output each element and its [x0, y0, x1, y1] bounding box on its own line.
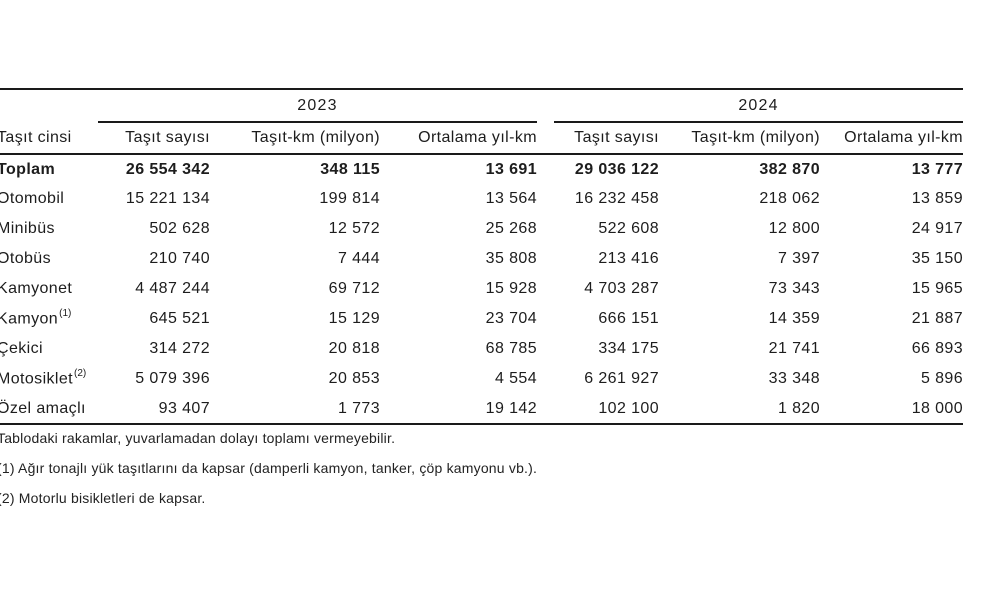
cell: 35 150: [911, 250, 964, 267]
cell: 14 359: [768, 310, 820, 327]
footnote-ref-1: (1): [59, 308, 72, 320]
row-label: Otomobil: [0, 190, 65, 207]
col-header-2023-ortalama: Ortalama yıl-km: [418, 129, 537, 146]
cell: 12 800: [768, 220, 820, 237]
cell: 7 397: [777, 250, 820, 267]
row-label: Özel amaçlı: [0, 399, 86, 417]
cell: 334 175: [598, 340, 659, 357]
cell: 5 079 396: [135, 370, 210, 387]
cell: 213 416: [598, 250, 659, 267]
cell: 7 444: [337, 250, 380, 267]
col-header-2024-tasit-sayisi: Taşıt sayısı: [574, 129, 659, 146]
cell: 13 691: [485, 160, 537, 178]
cell: 666 151: [598, 310, 659, 327]
footnotes-block: Tablodaki rakamlar, yuvarlamadan dolayı …: [0, 423, 537, 513]
year-label-2023: 2023: [98, 90, 537, 123]
cell: 218 062: [759, 190, 820, 207]
year-label-2024: 2024: [554, 90, 964, 123]
row-label: Toplam: [0, 160, 56, 178]
cell: 68 785: [485, 340, 537, 357]
cell: 6 261 927: [584, 370, 659, 387]
footnote-ref-2: (2): [74, 368, 87, 380]
row-kamyon: Kamyon(1) 645 521 15 129 23 704 666 151 …: [0, 304, 963, 334]
row-otobus: Otobüs 210 740 7 444 35 808 213 416 7 39…: [0, 244, 963, 274]
row-label: Kamyonet: [0, 280, 73, 297]
row-label: Motosiklet(2): [0, 368, 87, 388]
col-header-2023-tasit-km: Taşıt-km (milyon): [251, 129, 380, 146]
cell: 348 115: [320, 160, 380, 178]
cell: 502 628: [149, 220, 210, 237]
cell: 1 820: [777, 399, 820, 417]
cell: 16 232 458: [574, 190, 659, 207]
cell: 522 608: [598, 220, 659, 237]
year-group-2024: 2024: [537, 89, 964, 123]
cell: 21 741: [768, 340, 820, 357]
cell: 645 521: [149, 310, 210, 327]
col-header-2023-tasit-sayisi: Taşıt sayısı: [125, 129, 210, 146]
cell: 18 000: [911, 399, 964, 417]
cell: 4 487 244: [135, 280, 210, 297]
cell: 102 100: [598, 399, 659, 417]
corner-header: Taşıt cinsi: [0, 129, 72, 146]
row-motosiklet: Motosiklet(2) 5 079 396 20 853 4 554 6 2…: [0, 364, 963, 394]
cell: 12 572: [328, 220, 380, 237]
cell: 20 853: [328, 370, 380, 387]
row-toplam: Toplam 26 554 342 348 115 13 691 29 036 …: [0, 154, 963, 184]
vehicle-km-statistics-table: 2023 2024 Taşıt cinsi Taşıt sayısı Taşıt…: [0, 88, 964, 425]
cell: 210 740: [149, 250, 210, 267]
row-minibus: Minibüs 502 628 12 572 25 268 522 608 12…: [0, 214, 963, 244]
year-group-2023: 2023: [98, 89, 537, 123]
row-label: Kamyon(1): [0, 308, 72, 328]
cell: 35 808: [485, 250, 537, 267]
cell: 26 554 342: [125, 160, 210, 178]
column-header-row: Taşıt cinsi Taşıt sayısı Taşıt-km (milyo…: [0, 123, 964, 154]
cell: 13 859: [911, 190, 964, 207]
row-label: Çekici: [0, 340, 43, 357]
row-kamyonet: Kamyonet 4 487 244 69 712 15 928 4 703 2…: [0, 274, 963, 304]
cell: 314 272: [149, 340, 210, 357]
footnote-1: (1) Ağır tonajlı yük taşıtlarını da kaps…: [0, 460, 538, 476]
cell: 25 268: [485, 220, 537, 237]
row-otomobil: Otomobil 15 221 134 199 814 13 564 16 23…: [0, 184, 963, 214]
row-label: Minibüs: [0, 220, 55, 237]
row-ozel-amacli: Özel amaçlı 93 407 1 773 19 142 102 100 …: [0, 394, 963, 424]
cell: 33 348: [768, 370, 820, 387]
cell: 199 814: [319, 190, 380, 207]
cell: 93 407: [158, 399, 210, 417]
year-header-row: 2023 2024: [0, 89, 964, 123]
col-header-2024-tasit-km: Taşıt-km (milyon): [691, 129, 820, 146]
cell: 13 777: [911, 160, 964, 178]
cell: 66 893: [911, 340, 964, 357]
cell: 69 712: [328, 280, 380, 297]
cell: 15 221 134: [125, 190, 210, 207]
row-cekici: Çekici 314 272 20 818 68 785 334 175 21 …: [0, 334, 963, 364]
cell: 382 870: [759, 160, 820, 178]
cell: 23 704: [485, 310, 537, 327]
cell: 15 965: [911, 280, 964, 297]
cell: 19 142: [485, 399, 537, 417]
cell: 1 773: [337, 399, 380, 417]
row-label: Otobüs: [0, 250, 51, 267]
cell: 15 129: [328, 310, 380, 327]
cell: 15 928: [485, 280, 537, 297]
col-header-2024-ortalama: Ortalama yıl-km: [844, 129, 964, 146]
cell: 21 887: [911, 310, 964, 327]
cell: 29 036 122: [574, 160, 659, 178]
footnote-2: (2) Motorlu bisikletleri de kapsar.: [0, 490, 206, 506]
cell: 73 343: [768, 280, 820, 297]
corner-spacer: [0, 89, 98, 123]
cell: 24 917: [911, 220, 964, 237]
cell: 4 554: [494, 370, 537, 387]
cell: 4 703 287: [584, 280, 659, 297]
footnote-rounding: Tablodaki rakamlar, yuvarlamadan dolayı …: [0, 430, 396, 446]
cell: 13 564: [485, 190, 537, 207]
cell: 5 896: [920, 370, 964, 387]
cell: 20 818: [328, 340, 380, 357]
